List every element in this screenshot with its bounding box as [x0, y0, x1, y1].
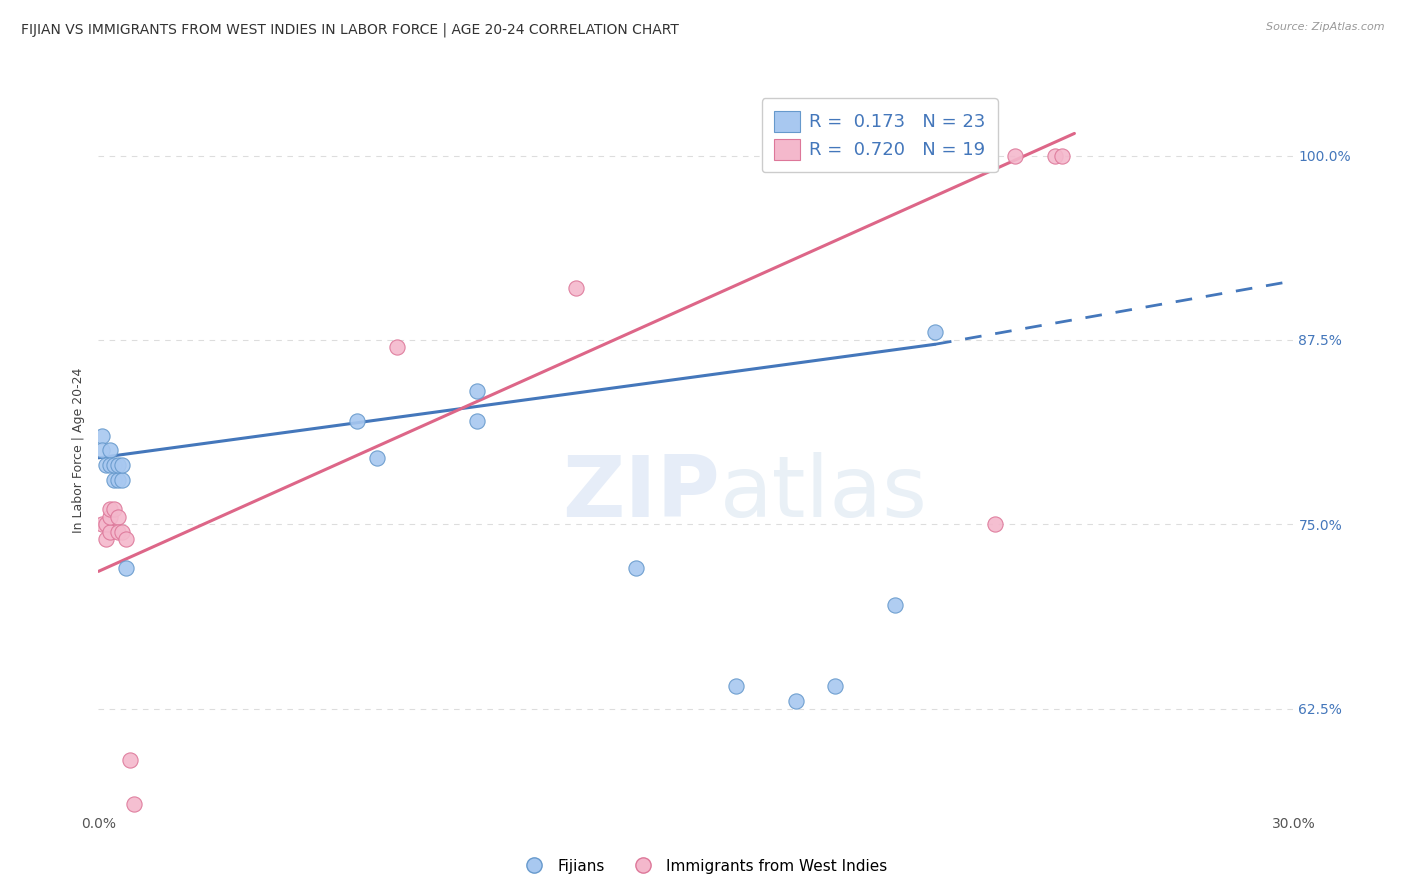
Point [107, 458, 129, 473]
Point [115, 532, 138, 546]
Point [111, 524, 134, 539]
Point [1043, 148, 1066, 162]
Point [91, 443, 114, 458]
Point [107, 524, 129, 539]
Point [91, 428, 114, 442]
Point [346, 414, 368, 428]
Legend: Fijians, Immigrants from West Indies: Fijians, Immigrants from West Indies [513, 853, 893, 880]
Point [103, 458, 125, 473]
Point [366, 450, 388, 465]
Text: Source: ZipAtlas.com: Source: ZipAtlas.com [1267, 22, 1385, 32]
Point [785, 694, 807, 708]
Point [465, 384, 488, 399]
Point [385, 340, 409, 354]
Point [924, 326, 946, 340]
Point [98, 502, 122, 516]
Legend: R =  0.173   N = 23, R =  0.720   N = 19: R = 0.173 N = 23, R = 0.720 N = 19 [762, 98, 998, 172]
Point [96, 532, 118, 546]
Point [98, 524, 122, 539]
Point [115, 561, 138, 575]
Point [107, 509, 129, 524]
Point [565, 281, 588, 295]
Point [984, 517, 1007, 532]
Point [626, 561, 648, 575]
Point [98, 443, 122, 458]
Point [1052, 148, 1074, 162]
Point [96, 458, 118, 473]
Point [111, 473, 134, 487]
Point [98, 509, 122, 524]
Text: FIJIAN VS IMMIGRANTS FROM WEST INDIES IN LABOR FORCE | AGE 20-24 CORRELATION CHA: FIJIAN VS IMMIGRANTS FROM WEST INDIES IN… [21, 22, 679, 37]
Point [103, 502, 125, 516]
Point [107, 473, 129, 487]
Point [724, 679, 747, 693]
Y-axis label: In Labor Force | Age 20-24: In Labor Force | Age 20-24 [72, 368, 86, 533]
Point [1004, 148, 1026, 162]
Point [98, 458, 122, 473]
Text: atlas: atlas [720, 452, 928, 535]
Point [465, 414, 488, 428]
Point [96, 517, 118, 532]
Point [884, 599, 907, 613]
Text: ZIP: ZIP [562, 452, 720, 535]
Point [124, 797, 146, 812]
Point [824, 679, 846, 693]
Point [91, 517, 114, 532]
Point [111, 458, 134, 473]
Point [103, 473, 125, 487]
Point [120, 753, 142, 767]
